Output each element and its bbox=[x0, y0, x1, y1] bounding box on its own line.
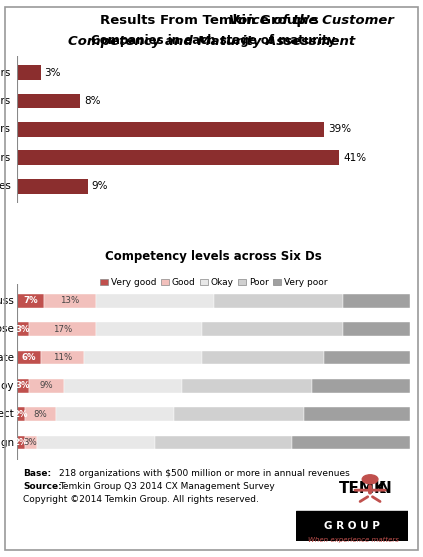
Bar bbox=[312, 379, 410, 393]
Bar bbox=[202, 351, 324, 364]
Text: G R O U P: G R O U P bbox=[324, 521, 380, 531]
Text: 13%: 13% bbox=[60, 296, 80, 305]
Bar bbox=[324, 351, 410, 364]
Text: Temkin Group Q3 2014 CX Management Survey: Temkin Group Q3 2014 CX Management Surve… bbox=[59, 482, 275, 491]
Text: Disseminate: Disseminate bbox=[0, 353, 14, 363]
Bar bbox=[155, 436, 292, 449]
Bar bbox=[174, 407, 304, 421]
Bar bbox=[343, 294, 410, 307]
Text: Source:: Source: bbox=[23, 482, 62, 491]
Text: Results From Temkin Group’s: Results From Temkin Group’s bbox=[100, 14, 323, 27]
Text: Discuss: Discuss bbox=[0, 296, 14, 306]
Circle shape bbox=[362, 475, 378, 483]
Bar bbox=[182, 379, 312, 393]
Bar bbox=[17, 65, 41, 80]
Bar bbox=[64, 379, 182, 393]
Bar bbox=[25, 436, 36, 449]
Bar bbox=[84, 351, 202, 364]
Text: Transformers: Transformers bbox=[0, 68, 11, 78]
Bar bbox=[29, 379, 64, 393]
Bar bbox=[202, 323, 343, 336]
Bar bbox=[343, 323, 410, 336]
Bar bbox=[17, 150, 340, 165]
Text: 39%: 39% bbox=[328, 124, 351, 134]
Text: 3%: 3% bbox=[16, 382, 30, 390]
Text: Voice of the Customer: Voice of the Customer bbox=[30, 14, 393, 27]
Text: 9%: 9% bbox=[40, 382, 53, 390]
Text: 7%: 7% bbox=[23, 296, 38, 305]
Text: Companies in each stage of maturity: Companies in each stage of maturity bbox=[91, 34, 336, 47]
Bar bbox=[17, 379, 29, 393]
Text: 41%: 41% bbox=[343, 153, 367, 163]
Bar bbox=[25, 407, 56, 421]
Bar bbox=[29, 323, 96, 336]
Text: N: N bbox=[379, 481, 392, 496]
Text: 9%: 9% bbox=[92, 181, 108, 191]
Text: Diagnose: Diagnose bbox=[0, 324, 14, 334]
Bar bbox=[214, 294, 343, 307]
Text: Competency and Maturity Assessment: Competency and Maturity Assessment bbox=[68, 35, 355, 48]
Bar bbox=[96, 323, 202, 336]
Bar bbox=[41, 351, 84, 364]
Text: Deploy: Deploy bbox=[0, 381, 14, 391]
Bar bbox=[17, 407, 25, 421]
Text: Detect: Detect bbox=[0, 409, 14, 419]
Bar bbox=[17, 94, 80, 109]
Text: 3%: 3% bbox=[24, 438, 38, 447]
Bar bbox=[292, 436, 410, 449]
Bar bbox=[56, 407, 174, 421]
Bar bbox=[17, 436, 25, 449]
Text: 17%: 17% bbox=[52, 325, 72, 334]
Text: Copyright ©2014 Temkin Group. All rights reserved.: Copyright ©2014 Temkin Group. All rights… bbox=[23, 495, 259, 504]
Legend: Very good, Good, Okay, Poor, Very poor: Very good, Good, Okay, Poor, Very poor bbox=[96, 275, 331, 291]
Bar bbox=[17, 323, 29, 336]
Text: 3%: 3% bbox=[16, 325, 30, 334]
Text: Collectors: Collectors bbox=[0, 153, 11, 163]
Text: 218 organizations with $500 million or more in annual revenues: 218 organizations with $500 million or m… bbox=[59, 469, 350, 478]
Bar bbox=[36, 436, 154, 449]
Text: Novices: Novices bbox=[0, 181, 11, 191]
Text: Design: Design bbox=[0, 438, 14, 447]
Text: Competency levels across Six Ds: Competency levels across Six Ds bbox=[105, 250, 322, 263]
Text: 8%: 8% bbox=[34, 410, 47, 419]
Text: Base:: Base: bbox=[23, 469, 51, 478]
Text: 2%: 2% bbox=[14, 438, 28, 447]
Text: When experience matters: When experience matters bbox=[308, 536, 398, 543]
Text: 3%: 3% bbox=[44, 68, 61, 78]
Text: 8%: 8% bbox=[84, 96, 100, 106]
Bar bbox=[44, 294, 96, 307]
Bar bbox=[17, 122, 324, 137]
Text: 2%: 2% bbox=[14, 410, 28, 419]
Bar bbox=[17, 351, 41, 364]
Text: Collaborators: Collaborators bbox=[0, 96, 11, 106]
Text: 11%: 11% bbox=[52, 353, 72, 362]
Text: Analyzers: Analyzers bbox=[0, 124, 11, 134]
Bar bbox=[304, 407, 410, 421]
Text: TEMK: TEMK bbox=[339, 481, 387, 496]
Text: 6%: 6% bbox=[22, 353, 36, 362]
Bar bbox=[17, 294, 44, 307]
Bar bbox=[296, 511, 408, 541]
Bar bbox=[17, 179, 88, 193]
Bar bbox=[96, 294, 214, 307]
